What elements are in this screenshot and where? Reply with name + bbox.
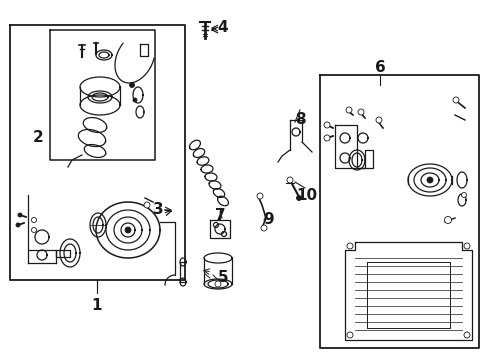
Circle shape	[257, 193, 263, 199]
Circle shape	[133, 98, 137, 102]
Text: 7: 7	[214, 207, 225, 222]
Circle shape	[143, 202, 150, 208]
Circle shape	[346, 332, 352, 338]
Circle shape	[324, 122, 329, 128]
Text: 9: 9	[263, 212, 274, 228]
Circle shape	[18, 213, 22, 217]
Circle shape	[125, 227, 131, 233]
Circle shape	[357, 109, 363, 115]
Circle shape	[31, 217, 37, 222]
Text: 3: 3	[152, 202, 163, 217]
Circle shape	[261, 225, 266, 231]
Circle shape	[286, 177, 292, 183]
Text: 2: 2	[33, 130, 43, 145]
Circle shape	[346, 107, 351, 113]
Circle shape	[346, 243, 352, 249]
Circle shape	[452, 97, 458, 103]
Circle shape	[463, 332, 469, 338]
Circle shape	[444, 216, 450, 224]
Text: 8: 8	[294, 112, 305, 127]
Text: 1: 1	[92, 297, 102, 312]
Circle shape	[461, 193, 466, 198]
Circle shape	[31, 228, 37, 233]
Circle shape	[215, 281, 221, 287]
Circle shape	[16, 223, 20, 227]
Text: 6: 6	[374, 60, 385, 76]
Circle shape	[463, 243, 469, 249]
Text: 10: 10	[296, 188, 317, 202]
Circle shape	[129, 82, 134, 87]
Circle shape	[296, 195, 301, 201]
Circle shape	[426, 177, 432, 183]
Text: 5: 5	[217, 270, 228, 285]
Circle shape	[324, 135, 329, 141]
Text: 4: 4	[217, 21, 228, 36]
Circle shape	[375, 117, 381, 123]
